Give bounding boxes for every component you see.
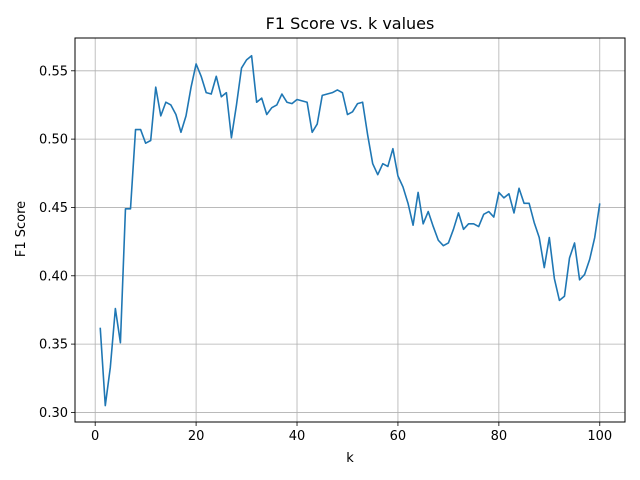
plot-frame <box>74 37 626 423</box>
y-axis: 0.30 0.35 0.40 0.45 0.50 0.55 <box>39 64 75 421</box>
x-tick-label: 0 <box>91 429 99 444</box>
x-axis: 0 20 40 60 80 100 <box>91 422 612 444</box>
x-tick-label: 60 <box>390 429 407 444</box>
f1-score-line <box>99 54 601 407</box>
y-tick-label: 0.50 <box>39 133 68 148</box>
x-tick-label: 100 <box>587 429 612 444</box>
chart-title: F1 Score vs. k values <box>266 14 435 33</box>
y-tick-label: 0.40 <box>39 269 68 284</box>
y-axis-label: F1 Score <box>14 201 29 257</box>
y-tick-label: 0.35 <box>39 338 68 353</box>
x-tick-label: 40 <box>289 429 306 444</box>
y-tick-label: 0.55 <box>39 64 68 79</box>
grid <box>75 38 625 422</box>
x-tick-label: 80 <box>491 429 508 444</box>
series-layer <box>99 54 601 407</box>
x-tick-label: 20 <box>188 429 205 444</box>
y-tick-label: 0.30 <box>39 406 68 421</box>
y-tick-label: 0.45 <box>39 201 68 216</box>
x-axis-label: k <box>346 451 354 466</box>
